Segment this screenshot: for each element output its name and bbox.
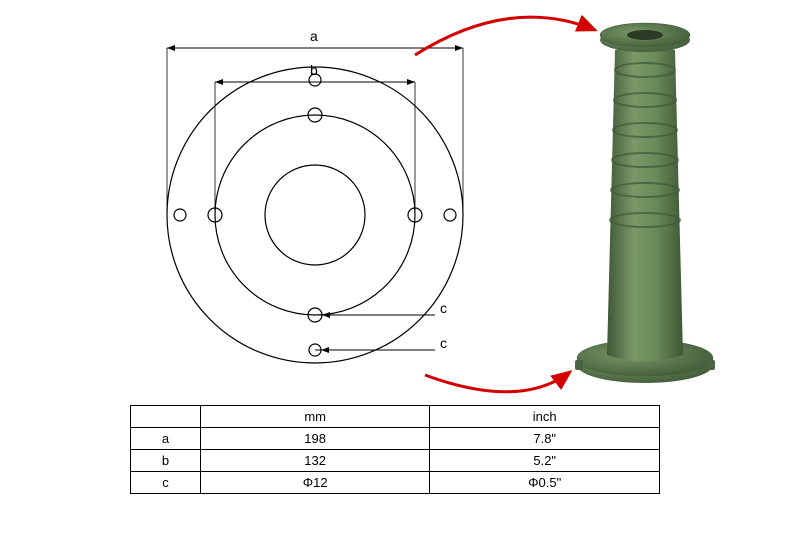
outer-hole <box>174 209 186 221</box>
dimension-table: mm inch a 198 7.8" b 132 5.2" c Φ12 Φ0.5… <box>130 405 660 494</box>
row-a-label: a <box>131 428 201 450</box>
container: a b c c <box>0 0 800 533</box>
arrowhead <box>215 79 223 85</box>
flange-diagram: a b c c <box>140 20 490 370</box>
arrowhead <box>407 79 415 85</box>
row-b-label: b <box>131 450 201 472</box>
arrowhead <box>167 45 175 51</box>
header-mm: mm <box>200 406 430 428</box>
table-header-row: mm inch <box>131 406 660 428</box>
label-c2: c <box>440 335 447 351</box>
row-b-inch: 5.2" <box>430 450 660 472</box>
outer-circle <box>167 67 463 363</box>
header-blank <box>131 406 201 428</box>
product-stand <box>565 10 725 390</box>
outer-hole <box>444 209 456 221</box>
table-row: c Φ12 Φ0.5" <box>131 472 660 494</box>
mount-tab <box>575 360 583 370</box>
arrowhead <box>321 347 329 353</box>
mount-tab <box>707 360 715 370</box>
arrowhead <box>322 312 330 318</box>
dimension-table-area: mm inch a 198 7.8" b 132 5.2" c Φ12 Φ0.5… <box>130 405 660 494</box>
row-b-mm: 132 <box>200 450 430 472</box>
product-svg <box>565 10 725 390</box>
label-a: a <box>310 28 318 44</box>
arrowhead <box>455 45 463 51</box>
label-c1: c <box>440 300 447 316</box>
header-inch: inch <box>430 406 660 428</box>
row-a-mm: 198 <box>200 428 430 450</box>
center-hole <box>265 165 365 265</box>
label-b: b <box>310 62 318 78</box>
top-hole <box>627 30 663 40</box>
table-row: b 132 5.2" <box>131 450 660 472</box>
row-c-mm: Φ12 <box>200 472 430 494</box>
table-row: a 198 7.8" <box>131 428 660 450</box>
row-c-label: c <box>131 472 201 494</box>
inner-circle <box>215 115 415 315</box>
row-c-inch: Φ0.5" <box>430 472 660 494</box>
row-a-inch: 7.8" <box>430 428 660 450</box>
